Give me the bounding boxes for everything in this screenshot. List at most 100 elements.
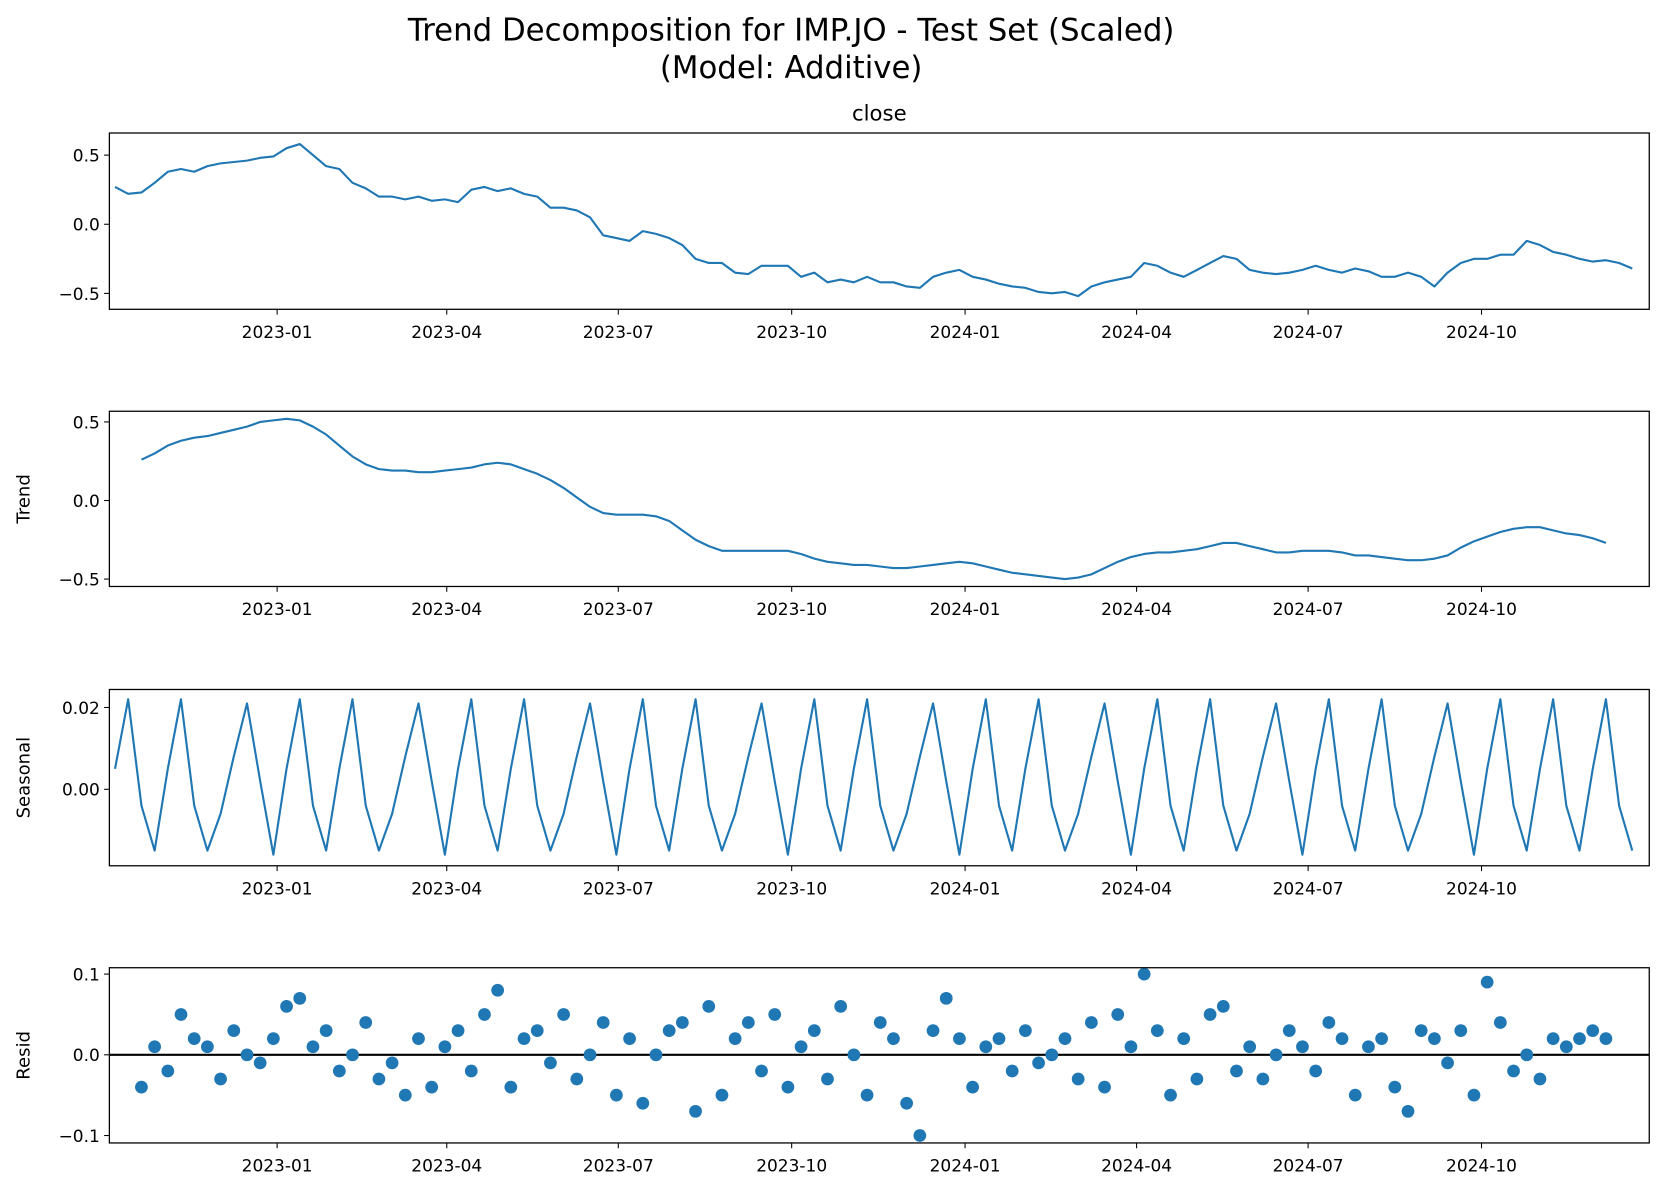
point bbox=[1296, 1040, 1309, 1054]
point bbox=[319, 1024, 333, 1037]
point bbox=[214, 1072, 227, 1086]
point bbox=[992, 1032, 1006, 1046]
point bbox=[1428, 1032, 1441, 1046]
point bbox=[794, 1040, 808, 1054]
point bbox=[887, 1032, 900, 1046]
x-tick-label: 2024-01 bbox=[930, 600, 1001, 620]
x-tick-label: 2023-10 bbox=[756, 879, 827, 899]
point bbox=[1058, 1032, 1072, 1046]
point bbox=[860, 1088, 874, 1102]
point bbox=[570, 1072, 584, 1086]
point bbox=[847, 1048, 861, 1062]
point bbox=[953, 1032, 966, 1046]
point bbox=[834, 1000, 848, 1013]
point bbox=[979, 1040, 993, 1054]
point bbox=[293, 991, 307, 1005]
x-tick-label: 2023-04 bbox=[411, 600, 482, 620]
axes-frame bbox=[108, 132, 1650, 310]
point bbox=[728, 1032, 742, 1046]
point bbox=[1005, 1064, 1019, 1078]
point bbox=[1559, 1040, 1573, 1054]
point bbox=[306, 1040, 320, 1054]
point bbox=[544, 1056, 557, 1070]
point bbox=[623, 1032, 636, 1046]
y-tick-label: 0.02 bbox=[62, 699, 100, 719]
point bbox=[1137, 967, 1151, 981]
y-tick-label: 0.5 bbox=[73, 413, 100, 433]
point bbox=[148, 1040, 161, 1054]
y-tick-label: 0.0 bbox=[73, 216, 100, 236]
point bbox=[1177, 1032, 1191, 1046]
point bbox=[596, 1016, 610, 1029]
point bbox=[1362, 1040, 1375, 1054]
point bbox=[372, 1072, 386, 1086]
point bbox=[913, 1129, 927, 1142]
y-axis-label: Trend bbox=[14, 474, 35, 524]
y-tick-label: −0.5 bbox=[59, 285, 100, 305]
point bbox=[1586, 1024, 1600, 1037]
point bbox=[1414, 1024, 1428, 1037]
point bbox=[1520, 1048, 1534, 1062]
point bbox=[1467, 1088, 1481, 1102]
point bbox=[1546, 1032, 1560, 1046]
x-tick-label: 2023-07 bbox=[583, 600, 654, 620]
axes-frame bbox=[108, 967, 1650, 1144]
point bbox=[715, 1088, 729, 1102]
x-tick-label: 2024-10 bbox=[1446, 600, 1517, 620]
x-tick-label: 2024-10 bbox=[1446, 323, 1517, 343]
point bbox=[201, 1040, 214, 1054]
point bbox=[1388, 1080, 1402, 1094]
point bbox=[438, 1040, 452, 1054]
point bbox=[1243, 1040, 1257, 1054]
point bbox=[557, 1008, 570, 1021]
point bbox=[530, 1024, 544, 1037]
point bbox=[253, 1056, 267, 1070]
point bbox=[1599, 1032, 1613, 1046]
series-line bbox=[140, 417, 1607, 581]
point bbox=[359, 1016, 373, 1029]
subplot: Trend −0.5 0.0 0.5 2023-01 2023-04 2023-07 2023… bbox=[14, 410, 1650, 620]
point bbox=[346, 1048, 359, 1062]
point bbox=[1480, 975, 1494, 989]
point bbox=[1322, 1016, 1336, 1029]
figure-title: Trend Decomposition for IMP.JO - Test Se… bbox=[407, 13, 1174, 49]
x-tick-label: 2023-04 bbox=[411, 879, 482, 899]
y-tick-label: 0.5 bbox=[73, 147, 100, 167]
point bbox=[1533, 1072, 1547, 1086]
x-tick-label: 2024-01 bbox=[930, 1157, 1001, 1177]
point bbox=[821, 1072, 834, 1086]
x-tick-label: 2023-10 bbox=[756, 600, 827, 620]
y-tick-label: 0.0 bbox=[73, 492, 100, 512]
point bbox=[187, 1032, 201, 1046]
point bbox=[675, 1016, 689, 1029]
point bbox=[1269, 1048, 1283, 1062]
x-tick-label: 2024-10 bbox=[1446, 879, 1517, 899]
point bbox=[900, 1096, 914, 1110]
x-tick-label: 2024-10 bbox=[1446, 1157, 1517, 1177]
point bbox=[689, 1104, 702, 1118]
x-tick-label: 2024-07 bbox=[1273, 1157, 1344, 1177]
point bbox=[781, 1080, 795, 1094]
point bbox=[161, 1064, 175, 1078]
y-tick-label: −0.1 bbox=[59, 1127, 100, 1147]
point bbox=[583, 1048, 597, 1062]
point bbox=[451, 1024, 465, 1037]
x-tick-label: 2023-04 bbox=[411, 1157, 482, 1177]
point bbox=[1164, 1088, 1177, 1102]
point bbox=[1111, 1008, 1125, 1021]
point bbox=[966, 1080, 979, 1094]
point bbox=[939, 991, 953, 1005]
point bbox=[1573, 1032, 1586, 1046]
point bbox=[702, 1000, 716, 1013]
point bbox=[1401, 1104, 1415, 1118]
point bbox=[1203, 1008, 1217, 1021]
y-tick-label: −0.5 bbox=[59, 570, 100, 590]
point bbox=[1348, 1088, 1362, 1102]
point bbox=[610, 1088, 623, 1102]
x-tick-label: 2023-01 bbox=[242, 600, 313, 620]
point bbox=[1335, 1032, 1349, 1046]
point bbox=[873, 1016, 887, 1029]
point bbox=[768, 1008, 782, 1021]
x-tick-label: 2023-07 bbox=[583, 323, 654, 343]
